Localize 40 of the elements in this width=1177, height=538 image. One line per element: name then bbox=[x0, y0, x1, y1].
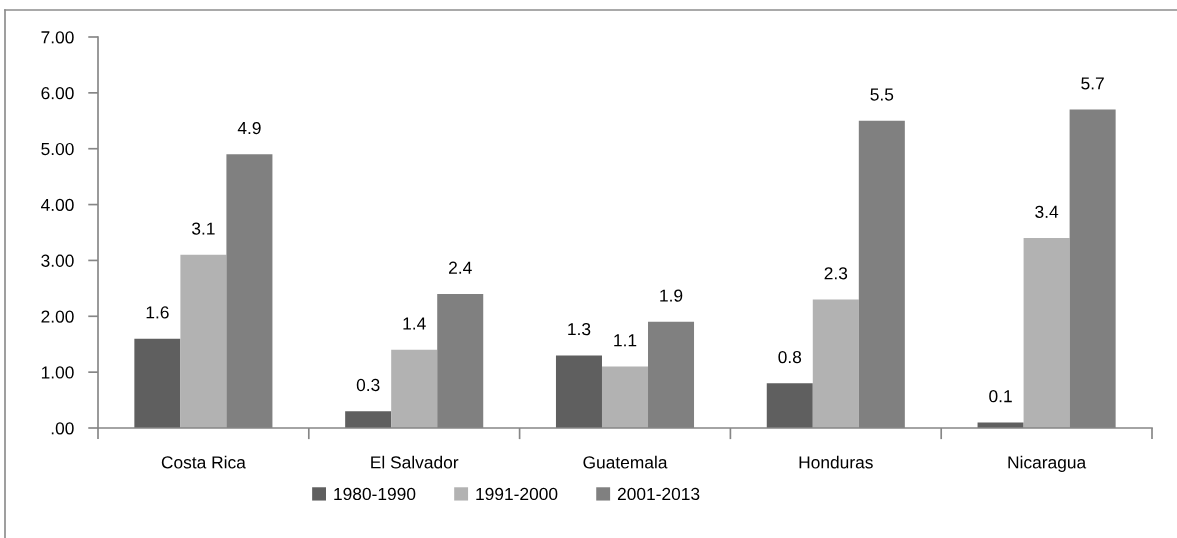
x-tick-label: Guatemala bbox=[583, 455, 668, 469]
data-label: 1.6 bbox=[146, 306, 169, 319]
x-tick-label: Costa Rica bbox=[161, 455, 246, 469]
data-label: 5.7 bbox=[1081, 77, 1104, 90]
data-label: 1.3 bbox=[568, 322, 591, 336]
data-label: 2.3 bbox=[824, 267, 848, 280]
data-label: 1.4 bbox=[403, 317, 426, 330]
bar bbox=[812, 299, 859, 428]
bar bbox=[391, 349, 438, 428]
data-label: 5.5 bbox=[870, 88, 894, 101]
y-tick-label: .00 bbox=[51, 422, 74, 435]
x-tick-label: Honduras bbox=[799, 455, 873, 469]
legend-label: 2001-2013 bbox=[617, 487, 700, 501]
y-tick-label: 7.00 bbox=[41, 31, 74, 44]
legend-label: 1991-2000 bbox=[476, 487, 558, 501]
data-label: 1.9 bbox=[660, 289, 683, 302]
y-tick-label: 2.00 bbox=[41, 310, 74, 323]
data-label: 3.1 bbox=[192, 222, 215, 235]
data-label: 3.4 bbox=[1035, 205, 1059, 218]
bar bbox=[134, 338, 181, 428]
x-tick-label: El Salvador bbox=[371, 455, 459, 469]
x-tick-label: Nicaragua bbox=[1008, 455, 1087, 472]
data-label: 0.3 bbox=[356, 378, 380, 392]
legend-label: 1980-1990 bbox=[334, 487, 416, 501]
data-label: 0.8 bbox=[778, 350, 802, 364]
bar bbox=[766, 383, 813, 428]
bar bbox=[601, 366, 649, 428]
y-tick-label: 4.00 bbox=[41, 198, 74, 212]
bar bbox=[555, 355, 602, 428]
bar bbox=[1023, 238, 1070, 428]
data-label: 0.1 bbox=[989, 390, 1012, 403]
data-label: 2.4 bbox=[449, 261, 472, 274]
bar bbox=[180, 254, 227, 428]
data-label: 4.9 bbox=[237, 121, 261, 135]
y-tick-label: 6.00 bbox=[41, 87, 74, 100]
y-tick-label: 3.00 bbox=[41, 254, 74, 267]
bar bbox=[345, 411, 392, 428]
y-tick-label: 1.00 bbox=[41, 366, 74, 379]
data-label: 1.1 bbox=[614, 334, 637, 347]
y-tick-label: 5.00 bbox=[41, 142, 74, 156]
